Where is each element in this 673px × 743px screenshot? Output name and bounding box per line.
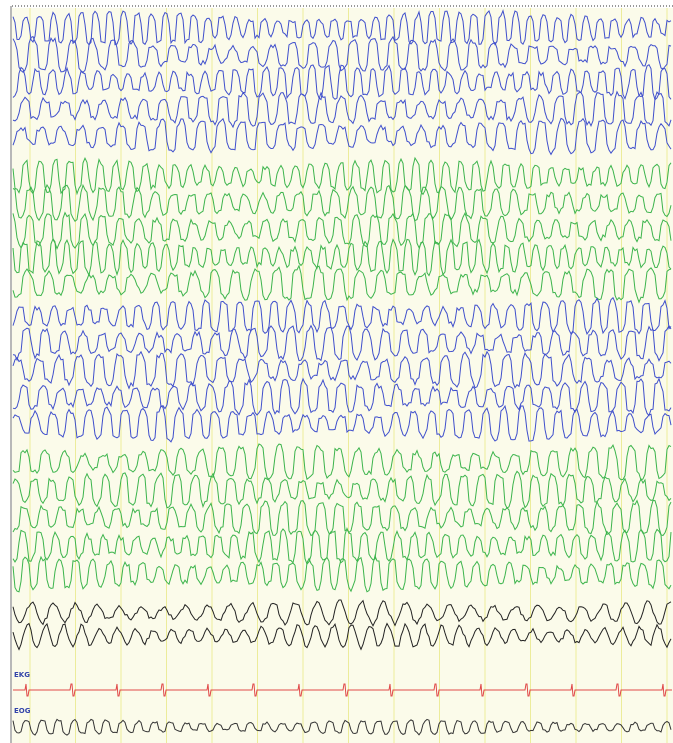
trace [12,63,672,101]
recording-area [12,8,673,743]
trace [12,526,672,565]
trace [12,499,672,537]
trace [12,554,672,593]
eog-label: EOG [14,707,31,715]
trace [12,183,672,223]
trace [12,117,672,156]
trace [12,237,672,277]
trace [12,9,672,46]
ekg-label: EKG [14,671,30,679]
trace [12,211,672,250]
trace [12,156,672,196]
trace [12,404,672,443]
trace [12,470,672,509]
ekg-trace [13,683,672,697]
trace [12,296,672,336]
trace [12,718,672,736]
trace [12,35,672,73]
trace [12,443,672,481]
trace [12,599,672,627]
trace [12,377,672,417]
trace [12,350,672,390]
trace [12,324,672,362]
traces [12,9,672,736]
trace [12,90,672,129]
trace [12,622,672,651]
trace [12,264,672,304]
